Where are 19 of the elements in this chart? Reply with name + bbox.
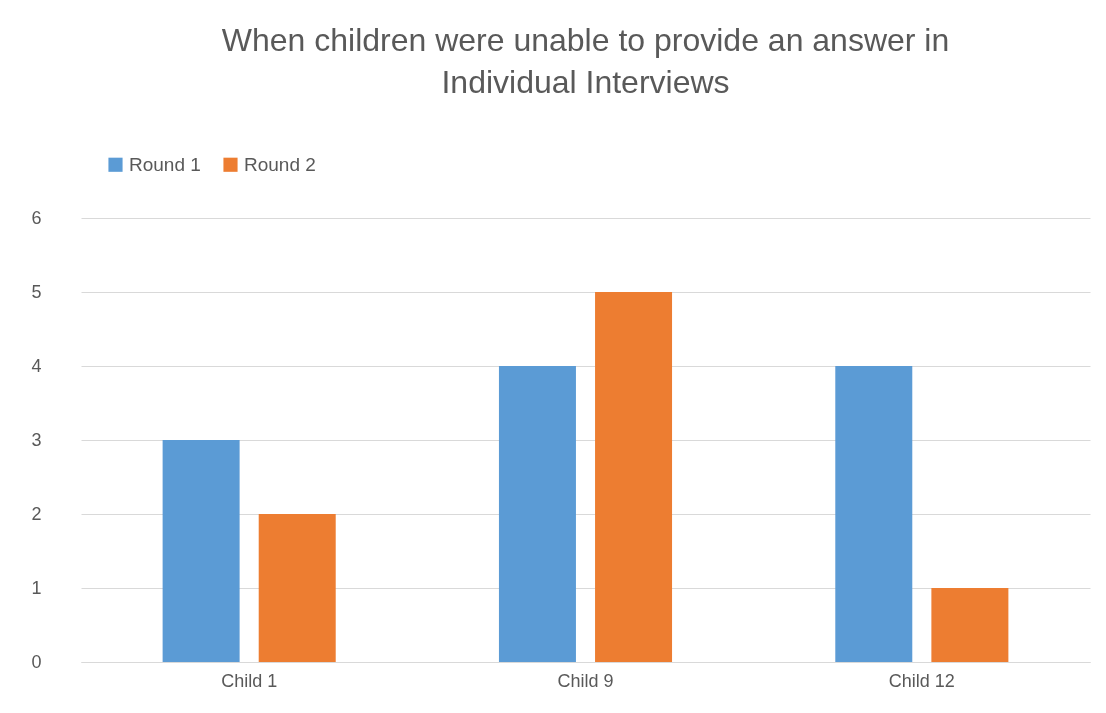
- bar: [258, 514, 336, 662]
- y-tick-label: 1: [31, 577, 42, 598]
- legend-label: Round 2: [244, 153, 316, 175]
- y-tick-label: 6: [31, 207, 42, 228]
- bar: [162, 440, 240, 662]
- y-tick-label: 5: [31, 281, 42, 302]
- y-tick-label: 4: [31, 355, 42, 376]
- x-tick-label: Child 9: [557, 670, 614, 691]
- bar: [498, 366, 576, 662]
- y-tick-label: 2: [31, 503, 42, 524]
- bar: [835, 366, 913, 662]
- bar: [595, 292, 673, 662]
- y-tick-label: 3: [31, 429, 42, 450]
- legend-label: Round 1: [129, 153, 201, 175]
- y-tick-label: 0: [31, 651, 42, 672]
- bar: [931, 588, 1009, 662]
- x-tick-label: Child 12: [888, 670, 955, 691]
- x-tick-label: Child 1: [221, 670, 278, 691]
- chart-title: When children were unable to provide an answer in Individual Interviews: [221, 22, 950, 100]
